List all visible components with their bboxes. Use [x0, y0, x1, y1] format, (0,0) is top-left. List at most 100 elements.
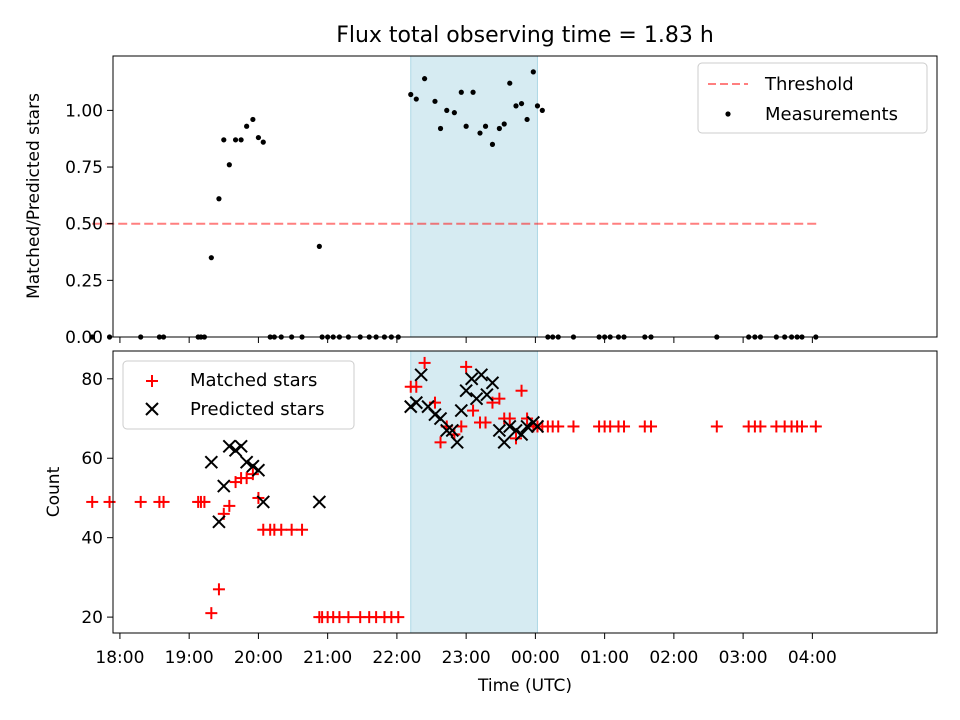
top-highlight-band — [410, 55, 538, 338]
measurement-point — [260, 139, 266, 145]
bottom-highlight-band — [410, 350, 538, 634]
predicted-star-marker — [450, 435, 464, 450]
measurement-point — [534, 103, 541, 109]
matched-star-marker — [157, 495, 170, 508]
top-legend: Threshold Measurements — [697, 62, 928, 134]
top-y-tick-label: 0.00 — [65, 328, 103, 348]
measurement-point — [432, 98, 438, 104]
predicted-star-marker — [239, 455, 254, 469]
matched-star-marker — [567, 420, 580, 433]
measurement-point — [238, 137, 244, 143]
bottom-legend-box — [122, 360, 355, 430]
bot-x-tick-label: 03:00 — [719, 648, 768, 668]
measurement-point — [226, 162, 232, 168]
predicted-star-marker — [222, 439, 237, 454]
bottom-x-axis-label: Time (UTC) — [477, 676, 572, 696]
matched-star-marker — [285, 523, 298, 536]
predicted-star-marker — [445, 423, 460, 438]
predicted-star-marker — [246, 459, 260, 473]
top-y-ticks: 0.00 0.25 0.50 0.75 1.00 — [65, 101, 113, 348]
measurement-point — [513, 103, 519, 109]
matched-star-marker — [205, 607, 218, 620]
top-x-ticks — [119, 337, 813, 343]
matched-star-marker — [296, 523, 309, 536]
measurement-point — [444, 107, 450, 113]
bottom-legend-matched-swatch — [146, 375, 158, 387]
predicted-star-marker — [459, 384, 473, 398]
bottom-legend: Matched stars Predicted stars — [122, 360, 355, 430]
predicted-star-marker — [404, 399, 418, 414]
matched-star-marker — [223, 499, 236, 512]
matched-star-marker — [795, 420, 808, 433]
measurement-point — [539, 107, 545, 113]
top-legend-measurements-swatch — [725, 111, 731, 117]
measurement-point — [496, 125, 502, 132]
measurement-point — [437, 125, 444, 132]
measurement-point — [477, 130, 483, 136]
measurement-point — [458, 89, 464, 95]
top-legend-measurements-label: Measurements — [765, 104, 898, 125]
measurement-point — [413, 96, 419, 102]
measurement-point — [501, 121, 507, 127]
matched-star-marker — [275, 523, 288, 536]
bot-x-tick-label: 04:00 — [788, 648, 837, 668]
matched-star-marker — [552, 420, 565, 433]
predicted-star-marker — [428, 407, 442, 422]
predicted-star-marker — [440, 423, 454, 438]
measurement-point — [518, 100, 525, 107]
top-y-axis-label: Matched/Predicted stars — [24, 93, 44, 299]
bottom-series-layer — [86, 356, 822, 624]
measurement-point — [216, 196, 222, 202]
top-legend-threshold-label: Threshold — [764, 74, 854, 95]
predicted-star-marker — [212, 515, 226, 529]
measurement-point — [507, 80, 513, 86]
measurement-point — [408, 91, 414, 98]
bottom-panel: 20 40 60 80 18:00 19:00 20:00 21:00 22:00 23:00 0… — [81, 350, 938, 668]
matched-star-marker — [618, 420, 631, 433]
bot-x-tick-label: 02:00 — [649, 648, 698, 668]
measurement-point — [208, 255, 214, 261]
predicted-star-marker — [234, 439, 248, 454]
matched-star-marker — [392, 611, 405, 624]
matched-star-marker — [509, 432, 522, 445]
bottom-legend-matched-label: Matched stars — [190, 370, 317, 391]
bot-x-tick-label: 21:00 — [303, 648, 352, 668]
predicted-star-marker — [509, 423, 523, 438]
matched-star-marker — [246, 468, 259, 481]
top-legend-box — [697, 62, 928, 134]
matched-star-marker — [103, 495, 116, 508]
matched-star-marker — [418, 356, 431, 369]
bot-y-tick-label: 40 — [81, 529, 103, 549]
bottom-axes-frame — [112, 350, 938, 634]
predicted-star-marker — [469, 391, 484, 406]
predicted-star-marker — [217, 479, 231, 493]
predicted-star-marker — [497, 435, 511, 450]
matched-star-marker — [460, 360, 473, 373]
measurement-point — [463, 123, 469, 129]
measurement-point — [482, 123, 489, 129]
bottom-x-ticks: 18:00 19:00 20:00 21:00 22:00 23:00 00:00 01:00… — [95, 633, 837, 668]
matched-star-marker — [493, 392, 506, 405]
top-panel: 0.00 0.25 0.50 0.75 1.00 — [65, 55, 938, 348]
matched-star-marker — [198, 495, 211, 508]
matched-star-marker — [410, 380, 423, 393]
measurement-point — [470, 89, 476, 95]
bottom-legend-predicted-swatch — [145, 402, 159, 416]
predicted-star-marker — [474, 368, 489, 382]
predicted-star-marker — [464, 372, 479, 386]
bot-x-tick-label: 00:00 — [511, 648, 560, 668]
bot-x-tick-label: 01:00 — [580, 648, 629, 668]
top-y-tick-label: 0.25 — [65, 271, 103, 291]
matched-star-marker — [521, 412, 534, 425]
predicted-star-marker — [492, 423, 507, 438]
measurement-point — [244, 123, 250, 129]
matched-star-marker — [479, 416, 492, 429]
measurement-point — [421, 76, 428, 82]
bot-x-tick-label: 22:00 — [372, 648, 421, 668]
bottom-legend-predicted-label: Predicted stars — [190, 399, 324, 420]
matched-star-marker — [240, 472, 253, 485]
predicted-star-marker — [228, 443, 243, 458]
bot-x-tick-label: 19:00 — [165, 648, 214, 668]
predicted-star-marker — [409, 395, 423, 410]
bot-y-tick-label: 20 — [81, 608, 103, 628]
